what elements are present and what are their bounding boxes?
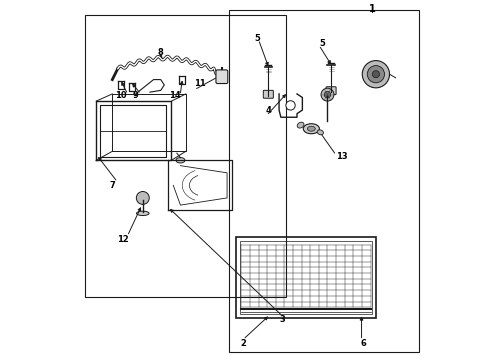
FancyBboxPatch shape xyxy=(326,87,336,95)
Text: 2: 2 xyxy=(240,339,246,348)
Circle shape xyxy=(368,66,385,83)
Circle shape xyxy=(136,192,149,204)
Circle shape xyxy=(362,60,390,88)
Bar xyxy=(229,10,419,352)
FancyBboxPatch shape xyxy=(216,70,228,84)
Circle shape xyxy=(324,91,331,98)
Text: 8: 8 xyxy=(158,48,164,57)
Text: 12: 12 xyxy=(117,235,129,244)
Text: 5: 5 xyxy=(319,39,325,48)
Ellipse shape xyxy=(137,211,149,216)
Ellipse shape xyxy=(317,130,323,135)
Text: 6: 6 xyxy=(361,339,367,348)
Ellipse shape xyxy=(176,158,185,163)
Circle shape xyxy=(286,101,295,110)
Ellipse shape xyxy=(307,126,315,131)
Text: 7: 7 xyxy=(109,181,115,190)
Text: 13: 13 xyxy=(336,152,347,161)
FancyBboxPatch shape xyxy=(263,90,273,98)
Text: 5: 5 xyxy=(255,34,261,43)
Text: 3: 3 xyxy=(280,315,286,324)
Text: 14: 14 xyxy=(169,91,181,100)
Text: 4: 4 xyxy=(266,105,271,114)
Text: 10: 10 xyxy=(116,91,127,100)
Text: 11: 11 xyxy=(195,79,206,88)
Ellipse shape xyxy=(297,122,304,128)
Bar xyxy=(85,15,286,297)
Circle shape xyxy=(321,88,334,101)
Ellipse shape xyxy=(303,124,319,134)
Text: 1: 1 xyxy=(369,4,376,14)
Text: 9: 9 xyxy=(133,91,139,100)
Circle shape xyxy=(372,71,379,78)
